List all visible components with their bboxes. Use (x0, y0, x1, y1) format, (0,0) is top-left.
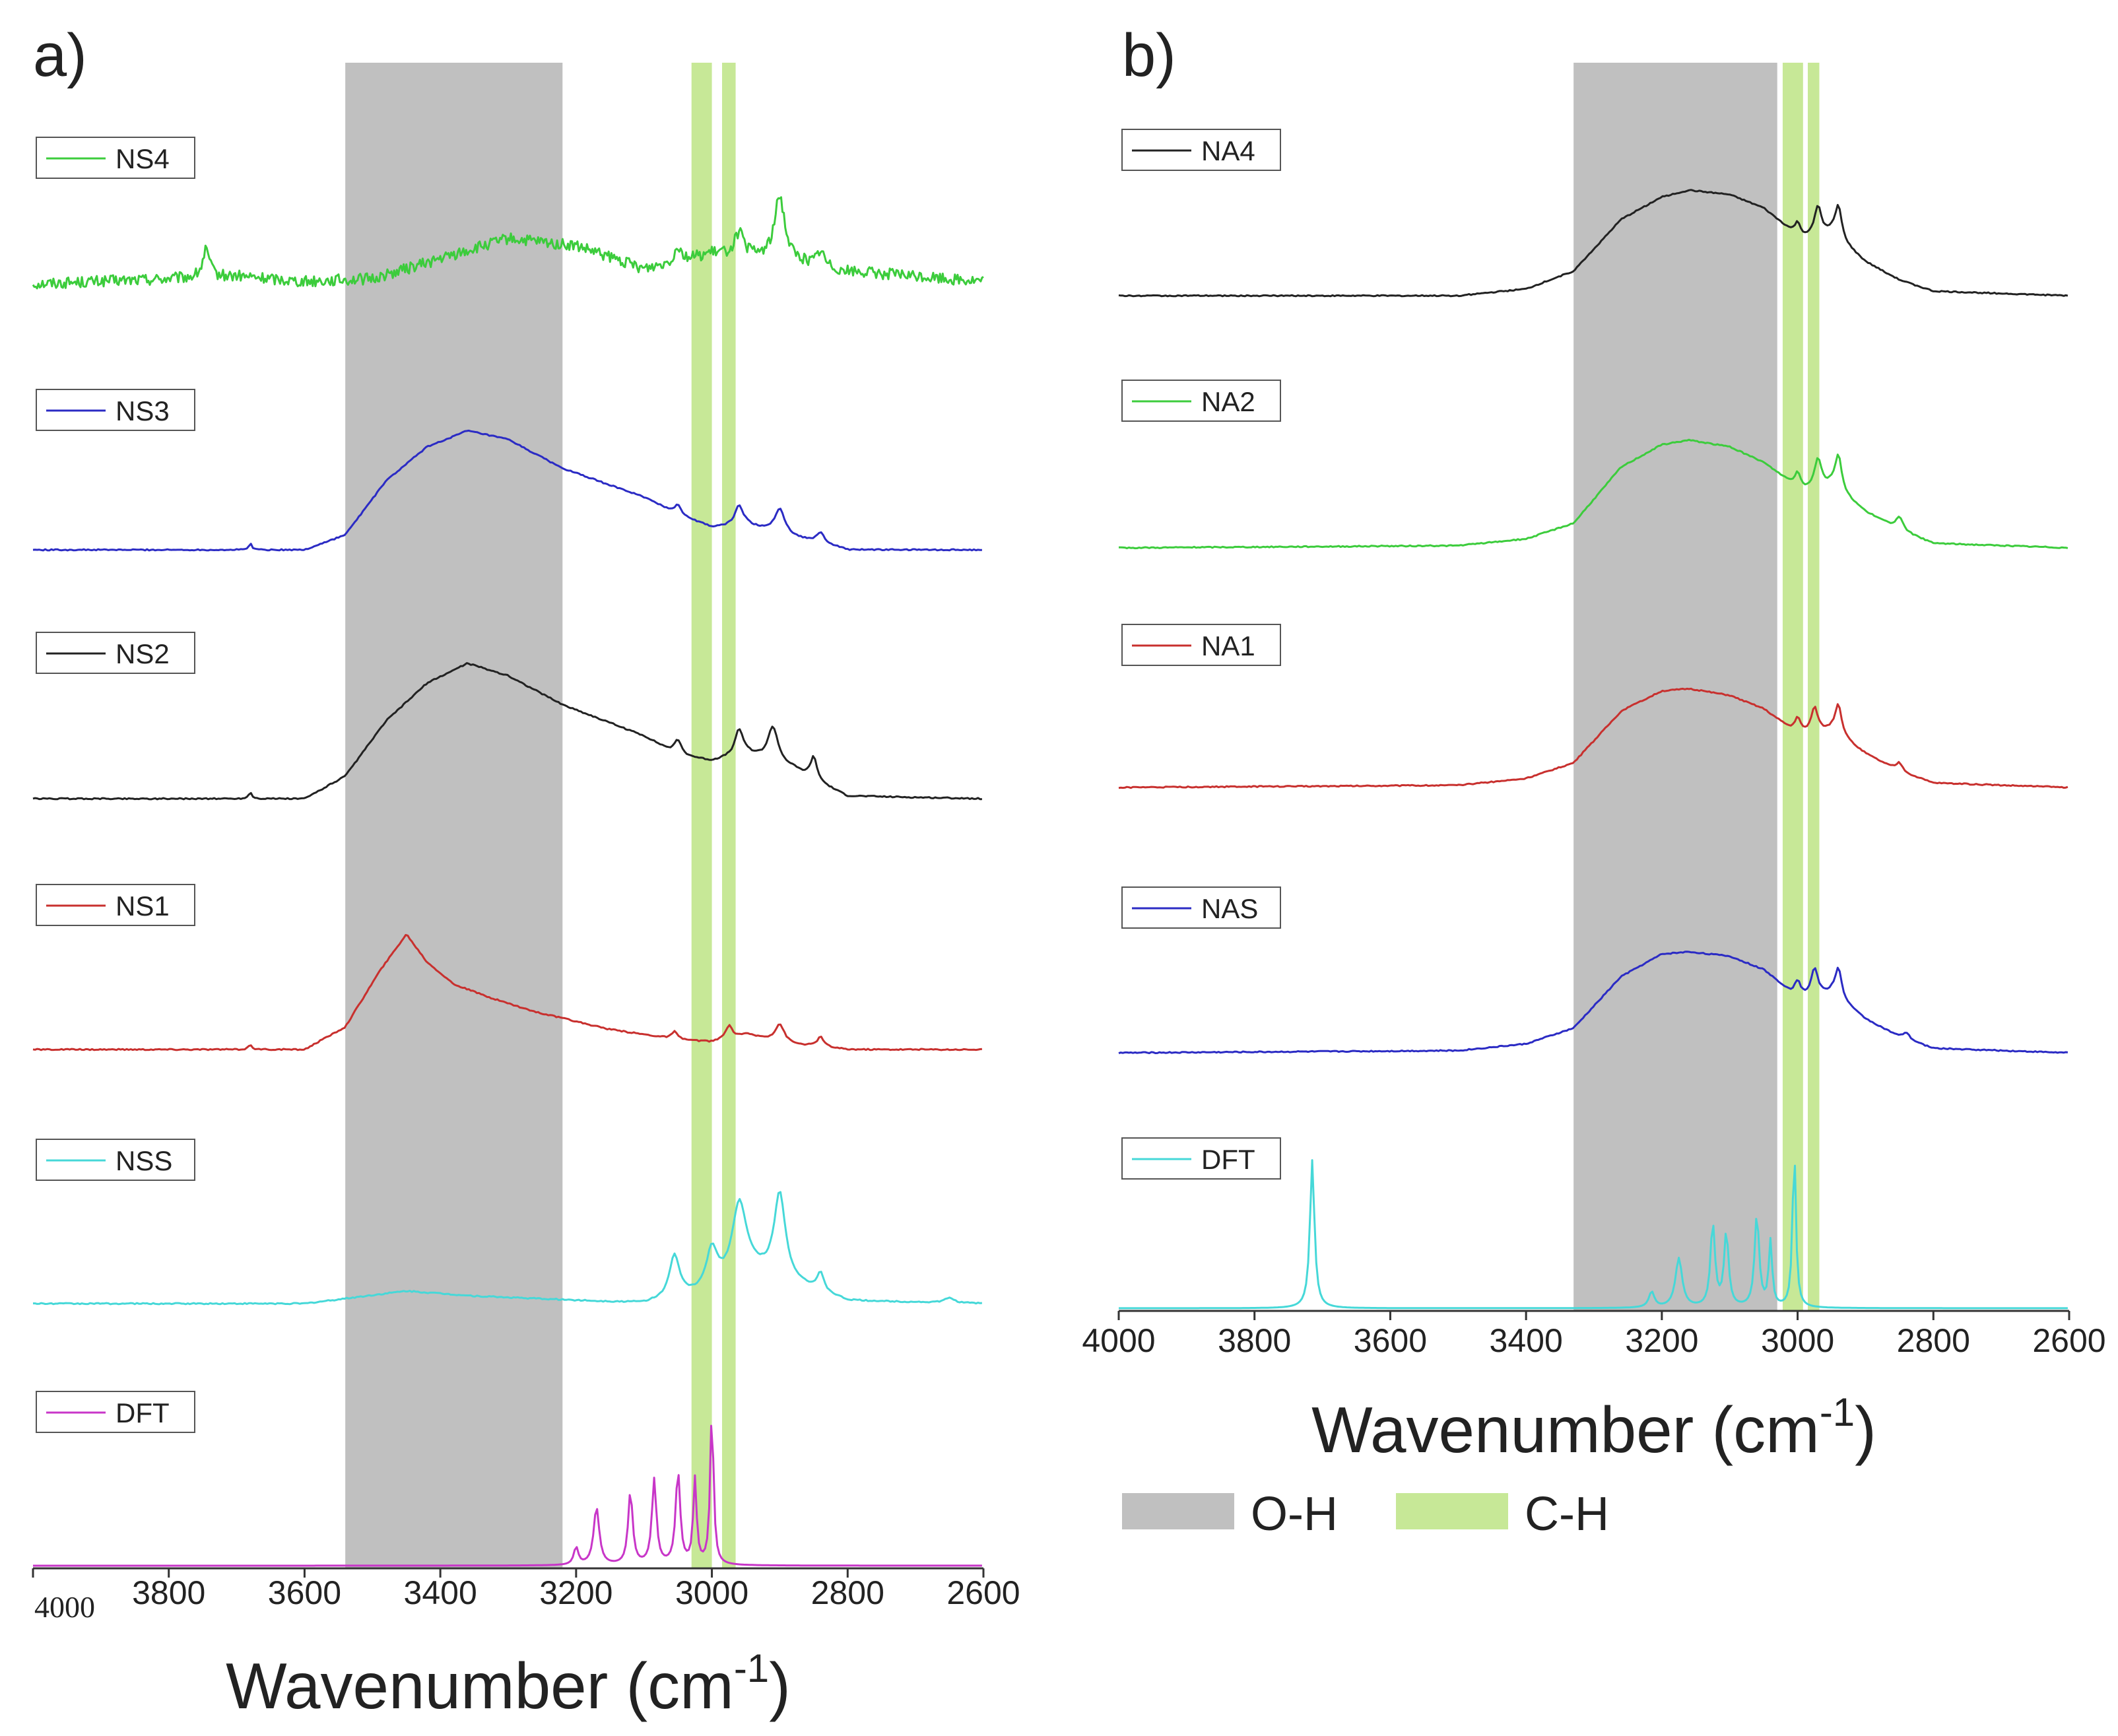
legend-nas: NAS (1121, 886, 1281, 929)
x-tick-label: 3200 (1625, 1322, 1698, 1359)
x-tick-label: 2800 (1897, 1322, 1970, 1359)
x-tick-label: 3400 (1490, 1322, 1563, 1359)
band-legend-ch-swatch (1396, 1493, 1508, 1529)
x-tick-label: 2600 (946, 1574, 1020, 1611)
band-legend-oh-label: O-H (1251, 1488, 1338, 1541)
legend-ns3: NS3 (36, 389, 195, 431)
x-tick-label: 3800 (1218, 1322, 1291, 1359)
x-tick-label: 3000 (675, 1574, 748, 1611)
band-legend-oh-swatch (1122, 1493, 1234, 1529)
x-tick-label: 3800 (132, 1574, 205, 1611)
series-na1-line (1118, 687, 2068, 789)
legend-dft: DFT (36, 1391, 195, 1433)
x-tick-label: 4000 (34, 1590, 95, 1624)
legend-box (36, 1139, 195, 1181)
legend-label: NA4 (1201, 135, 1255, 166)
legend-label: NSS (116, 1145, 172, 1176)
panel-a-legends: NS4 NS3 NS2 NS1 NSS DFT (36, 137, 195, 1433)
legend-ns4: NS4 (36, 137, 195, 179)
legend-ns1: NS1 (36, 884, 195, 926)
x-tick-label: 4000 (1082, 1322, 1155, 1359)
legend-label: DFT (116, 1397, 170, 1428)
ch-band-2 (722, 63, 736, 1568)
legend-label: NS4 (116, 143, 170, 174)
panel-b: b) NA4 NA2 NA1 NAS DFT 4000 3800 3600 3400 3200 3… (1082, 22, 2105, 1541)
band-legend-ch-label: C-H (1525, 1488, 1609, 1541)
ch-band-1 (691, 63, 712, 1568)
series-ns1-line (32, 934, 983, 1052)
panel-a-bands (345, 63, 736, 1568)
panel-b-series (1118, 189, 2068, 1310)
panel-a-series (32, 196, 984, 1567)
panel-b-x-ticks: 4000 3800 3600 3400 3200 3000 2800 2600 (1082, 1311, 2106, 1359)
panel-a-x-ticks: 4000 3800 3600 3400 3200 3000 2800 2600 (32, 1568, 1020, 1624)
series-nss-line (33, 1191, 983, 1306)
legend-label: NAS (1201, 893, 1258, 924)
x-tick-label: 3000 (1761, 1322, 1834, 1359)
legend-label: DFT (1201, 1144, 1255, 1175)
x-tick-label: 3200 (539, 1574, 612, 1611)
panel-a-x-axis-label: Wavenumber (cm-1) (226, 1646, 791, 1722)
legend-na4: NA4 (1121, 129, 1281, 171)
series-ns2-line (32, 662, 982, 801)
panel-a-label: a) (33, 22, 87, 89)
legend-dft: DFT (1121, 1137, 1281, 1180)
series-ns3-line (32, 429, 982, 552)
ch-band-1 (1782, 63, 1803, 1310)
legend-box (36, 632, 195, 674)
panel-a: a) NS4 NS3 NS2 NS1 NSS DFT 4000 3800 3600 3400 32… (32, 22, 1020, 1722)
legend-label: NA2 (1201, 386, 1255, 417)
legend-na2: NA2 (1121, 380, 1281, 422)
panel-b-bands (1573, 63, 1820, 1310)
panel-b-label: b) (1122, 22, 1176, 89)
band-legend: O-H C-H (1122, 1488, 1609, 1541)
panel-b-x-axis-label: Wavenumber (cm-1) (1311, 1390, 1876, 1466)
legend-ns2: NS2 (36, 632, 195, 674)
legend-na1: NA1 (1121, 624, 1281, 666)
panel-b-legends: NA4 NA2 NA1 NAS DFT (1121, 129, 1281, 1180)
x-tick-label: 3600 (1354, 1322, 1427, 1359)
ch-band-2 (1808, 63, 1820, 1310)
oh-band (1573, 63, 1777, 1310)
legend-label: NS1 (116, 890, 170, 921)
series-nas-line (1118, 951, 2068, 1055)
series-na2-line (1119, 438, 2068, 550)
series-dft-line (33, 1424, 982, 1567)
x-tick-label: 3400 (404, 1574, 477, 1611)
legend-nss: NSS (36, 1139, 195, 1181)
legend-label: NS2 (116, 638, 170, 669)
series-ns4-line (32, 196, 984, 290)
x-tick-label: 2600 (2032, 1322, 2105, 1359)
series-dft-line (1119, 1159, 2068, 1310)
x-tick-label: 2800 (811, 1574, 884, 1611)
oh-band (345, 63, 563, 1568)
legend-label: NS3 (116, 395, 170, 426)
legend-label: NA1 (1201, 630, 1255, 661)
x-tick-label: 3600 (268, 1574, 341, 1611)
series-na4-line (1118, 189, 2068, 298)
